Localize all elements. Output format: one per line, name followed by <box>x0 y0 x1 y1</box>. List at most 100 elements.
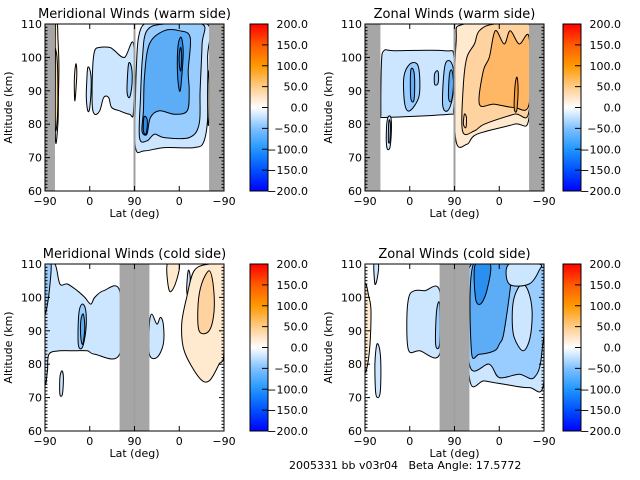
x-axis-label: Lat (deg) <box>110 447 160 460</box>
y-tick-label: 60 <box>348 185 362 198</box>
x-axis-label: Lat (deg) <box>110 207 160 220</box>
colorbar: 200.0 150.0 100.0 50.0 0.0 −50.0 −100.0 −150.0 −… <box>249 258 309 438</box>
y-axis-label: Altitude (km) <box>322 71 335 143</box>
colorbar-tick-label: 100.0 <box>277 60 309 73</box>
colorbar-tick-label: −100.0 <box>267 383 308 396</box>
contour-region-neg2 <box>433 70 440 86</box>
colorbar-tick-label: −150.0 <box>267 404 308 417</box>
contour-region-neg2 <box>126 62 133 99</box>
y-tick-label: 70 <box>348 392 362 405</box>
colorbar-tick-label: 200.0 <box>590 18 622 31</box>
y-tick-label: 110 <box>21 258 42 271</box>
y-tick-label: 90 <box>348 325 362 338</box>
contour-region-pos2 <box>197 270 215 335</box>
colorbar-tick-label: −50.0 <box>274 122 308 135</box>
y-axis-label: Altitude (km) <box>2 71 15 143</box>
contour-region-neg4 <box>178 46 183 72</box>
contour-layer <box>45 264 224 397</box>
x-tick-label: 90 <box>448 435 462 448</box>
contour-region-pos1 <box>73 63 78 102</box>
y-tick-label: 60 <box>28 425 42 438</box>
contour-region-pos1 <box>166 264 181 293</box>
contour-region-neg1 <box>511 283 533 352</box>
colorbar: 200.0 150.0 100.0 50.0 0.0 −50.0 −100.0 −150.0 −… <box>562 18 622 198</box>
x-tick-label: 0 <box>86 195 93 208</box>
colorbar-tick-label: 100.0 <box>277 300 309 313</box>
y-tick-label: 80 <box>28 358 42 371</box>
x-tick-label: 90 <box>128 435 142 448</box>
contour-region-neg1 <box>59 370 64 397</box>
colorbar-tick-label: −150.0 <box>267 164 308 177</box>
colorbar-tick-label: 0.0 <box>291 102 309 115</box>
colorbar-tick-label: 50.0 <box>284 321 309 334</box>
colorbar-tick-label: 150.0 <box>277 39 309 52</box>
y-tick-label: 90 <box>28 85 42 98</box>
colorbar-tick-label: 0.0 <box>291 342 309 355</box>
colorbar-tick-label: 50.0 <box>284 81 309 94</box>
y-tick-label: 70 <box>28 392 42 405</box>
colorbar-tick-label: −200.0 <box>580 185 621 198</box>
colorbar-tick-label: 100.0 <box>590 60 622 73</box>
y-tick-label: 80 <box>348 118 362 131</box>
y-tick-label: 90 <box>348 85 362 98</box>
panel-2: 60 70 80 90 100 110 −90 0 90 0 −90 Zonal Winds (war… <box>322 7 621 220</box>
colorbar-tick-label: −50.0 <box>587 362 621 375</box>
colorbar: 200.0 150.0 100.0 50.0 0.0 −50.0 −100.0 −150.0 −… <box>249 18 309 198</box>
colorbar-tick-label: −50.0 <box>587 122 621 135</box>
contour-region-neg3 <box>447 69 455 103</box>
panel-4: 60 70 80 90 100 110 −90 0 90 0 −90 Zonal Winds (col… <box>322 247 621 460</box>
colorbar-tick-label: 150.0 <box>590 279 622 292</box>
y-tick-label: 70 <box>28 152 42 165</box>
colorbar-tick-label: −150.0 <box>580 404 621 417</box>
no-data-band <box>45 24 55 191</box>
y-tick-label: 80 <box>28 118 42 131</box>
chart-title: Meridional Winds (cold side) <box>43 247 226 262</box>
x-tick-label: −90 <box>212 195 235 208</box>
colorbar-tick-label: −200.0 <box>267 425 308 438</box>
x-tick-label: −90 <box>532 435 555 448</box>
contour-region-neg4 <box>473 264 492 305</box>
y-axis-label: Altitude (km) <box>2 311 15 383</box>
contour-layer <box>54 24 212 154</box>
y-tick-label: 80 <box>348 358 362 371</box>
colorbar-tick-label: 200.0 <box>277 18 309 31</box>
colorbar-tick-label: 150.0 <box>277 279 309 292</box>
y-tick-label: 60 <box>28 185 42 198</box>
colorbar-tick-label: −100.0 <box>267 143 308 156</box>
colorbar-tick-label: 50.0 <box>597 81 622 94</box>
colorbar-tick-label: −150.0 <box>580 164 621 177</box>
x-tick-label: 0 <box>86 435 93 448</box>
x-tick-label: −90 <box>33 195 56 208</box>
contour-region-neg1 <box>406 285 443 359</box>
x-tick-label: −90 <box>353 195 376 208</box>
y-axis-label: Altitude (km) <box>322 311 335 383</box>
colorbar-tick-label: −200.0 <box>580 425 621 438</box>
colorbar: 200.0 150.0 100.0 50.0 0.0 −50.0 −100.0 −150.0 −… <box>562 258 622 438</box>
chart-title: Meridional Winds (warm side) <box>38 7 231 22</box>
y-tick-label: 110 <box>341 18 362 31</box>
no-data-band <box>529 24 544 191</box>
colorbar-tick-label: 100.0 <box>590 300 622 313</box>
y-tick-label: 100 <box>341 51 362 64</box>
x-tick-label: 90 <box>128 195 142 208</box>
panel-3: 60 70 80 90 100 110 −90 0 90 0 −90 Meridional Winds… <box>2 247 308 460</box>
contour-region-neg3 <box>409 67 416 103</box>
x-tick-label: 0 <box>496 435 503 448</box>
colorbar-tick-label: −100.0 <box>580 143 621 156</box>
y-tick-label: 100 <box>21 51 42 64</box>
colorbar-tick-label: 200.0 <box>277 258 309 271</box>
colorbar-tick-label: 50.0 <box>597 321 622 334</box>
x-tick-label: −90 <box>33 435 56 448</box>
no-data-band <box>209 24 224 191</box>
contour-region-pos2 <box>54 48 59 132</box>
x-tick-label: 0 <box>176 435 183 448</box>
colorbar-tick-label: −50.0 <box>274 362 308 375</box>
y-tick-label: 70 <box>348 152 362 165</box>
contour-region-neg2 <box>387 119 391 144</box>
y-tick-label: 110 <box>341 258 362 271</box>
contour-region-neg1 <box>85 66 92 113</box>
contour-layer <box>365 264 544 399</box>
contour-region-pos4 <box>513 76 519 113</box>
colorbar-tick-label: 150.0 <box>590 39 622 52</box>
